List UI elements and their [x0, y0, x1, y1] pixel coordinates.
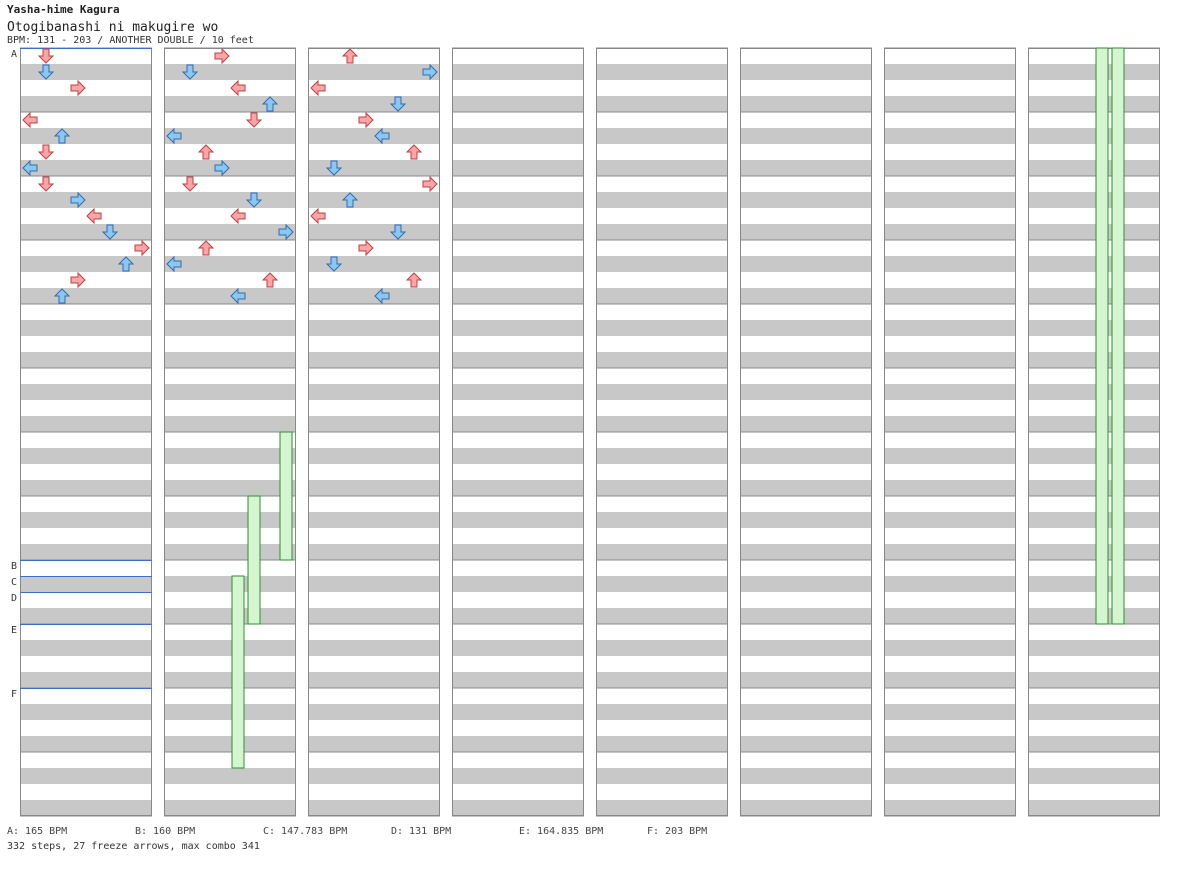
- bpm-legend-e: E: 164.835 BPM: [519, 826, 604, 837]
- step-arrow: [374, 127, 390, 145]
- step-arrow: [70, 191, 86, 209]
- freeze-arrow: [231, 575, 245, 769]
- step-arrow: [117, 256, 135, 272]
- step-arrow: [261, 96, 279, 112]
- step-arrow: [22, 111, 38, 129]
- step-arrow: [325, 160, 343, 176]
- step-arrow: [245, 192, 263, 208]
- bpm-legend-b: B: 160 BPM: [135, 826, 196, 837]
- step-arrow: [37, 64, 55, 80]
- step-arrow: [278, 223, 294, 241]
- bpm-marker-f: F: [11, 689, 18, 700]
- step-arrow: [245, 112, 263, 128]
- step-arrow: [166, 127, 182, 145]
- bpm-legend-d: D: 131 BPM: [391, 826, 452, 837]
- step-arrow: [341, 48, 359, 64]
- step-arrow: [134, 239, 150, 257]
- step-arrow: [166, 255, 182, 273]
- step-arrow: [181, 64, 199, 80]
- chart-info: BPM: 131 - 203 / ANOTHER DOUBLE / 10 fee…: [7, 35, 254, 46]
- step-arrow: [230, 79, 246, 97]
- step-arrow: [70, 271, 86, 289]
- step-arrow: [53, 128, 71, 144]
- artist-name: Yasha-hime Kagura: [7, 3, 120, 16]
- step-arrow: [214, 159, 230, 177]
- bpm-legend-f: F: 203 BPM: [647, 826, 708, 837]
- step-arrow: [37, 176, 55, 192]
- step-arrow: [70, 79, 86, 97]
- step-arrow: [341, 192, 359, 208]
- step-arrow: [37, 144, 55, 160]
- step-arrow: [214, 47, 230, 65]
- freeze-arrow: [1111, 47, 1125, 625]
- step-arrow: [310, 79, 326, 97]
- step-arrow: [358, 239, 374, 257]
- step-arrow: [325, 256, 343, 272]
- bpm-marker-c: C: [11, 577, 18, 588]
- step-arrow: [261, 272, 279, 288]
- step-arrow: [374, 287, 390, 305]
- bpm-marker-e: E: [11, 625, 18, 636]
- bpm-legend-c: C: 147.783 BPM: [263, 826, 348, 837]
- step-arrow: [101, 224, 119, 240]
- step-arrow: [37, 48, 55, 64]
- step-arrow: [358, 111, 374, 129]
- step-arrow: [405, 272, 423, 288]
- step-arrow: [422, 63, 438, 81]
- bpm-marker-b: B: [11, 561, 18, 572]
- step-arrow: [197, 240, 215, 256]
- step-arrow: [230, 287, 246, 305]
- step-arrow: [22, 159, 38, 177]
- step-arrow: [405, 144, 423, 160]
- step-arrow: [310, 207, 326, 225]
- step-arrow: [422, 175, 438, 193]
- step-summary: 332 steps, 27 freeze arrows, max combo 3…: [7, 841, 260, 852]
- bpm-legend-a: A: 165 BPM: [7, 826, 68, 837]
- step-arrow: [389, 96, 407, 112]
- song-title: Otogibanashi ni makugire wo: [7, 20, 219, 35]
- step-arrow: [53, 288, 71, 304]
- step-arrow: [197, 144, 215, 160]
- step-arrow: [230, 207, 246, 225]
- freeze-arrow: [279, 431, 293, 561]
- freeze-arrow: [247, 495, 261, 625]
- bpm-marker-d: D: [11, 593, 18, 604]
- step-arrow: [389, 224, 407, 240]
- step-arrow: [86, 207, 102, 225]
- freeze-arrow: [1095, 47, 1109, 625]
- step-arrow: [181, 176, 199, 192]
- bpm-marker-a: A: [11, 49, 18, 60]
